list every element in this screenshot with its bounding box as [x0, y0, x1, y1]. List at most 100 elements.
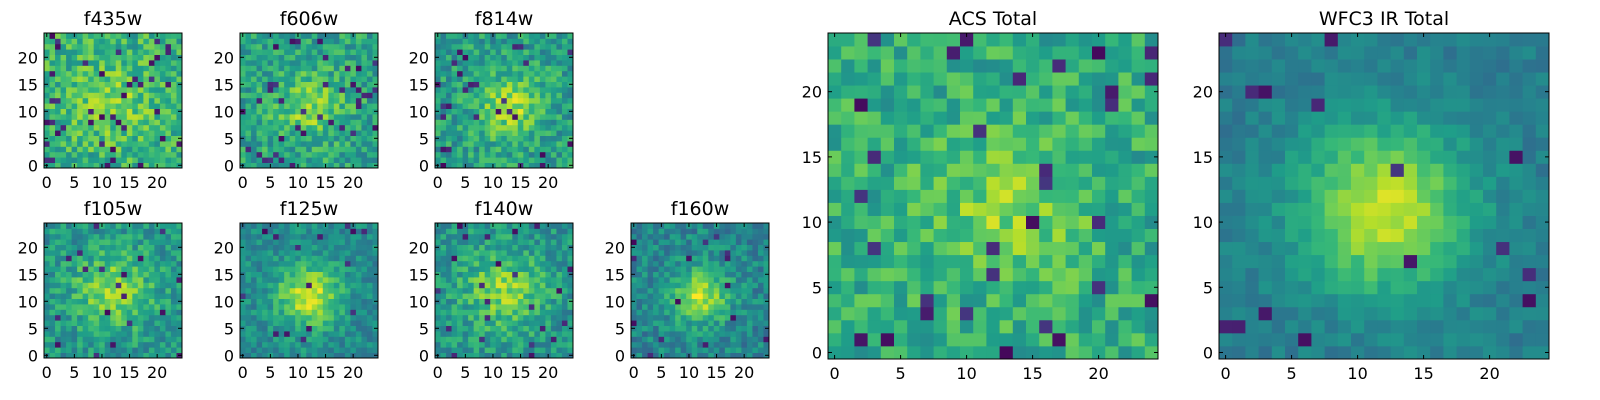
heatmap-cell	[828, 163, 842, 177]
heatmap-cell	[561, 141, 568, 147]
heatmap-cell	[702, 260, 709, 267]
heatmap-cell	[473, 119, 480, 126]
heatmap-cell	[561, 250, 568, 256]
heatmap-cell	[457, 124, 463, 131]
heatmap-cell	[344, 304, 351, 310]
heatmap-cell	[104, 260, 111, 267]
heatmap-cell	[719, 325, 726, 332]
heatmap-cell	[143, 92, 150, 99]
heatmap-cell	[920, 306, 934, 321]
heatmap-cell	[245, 65, 252, 72]
heatmap-cell	[746, 298, 753, 305]
heatmap-cell	[165, 141, 172, 147]
heatmap-cell	[295, 141, 302, 147]
heatmap-cell	[49, 282, 56, 289]
heatmap-cell	[143, 43, 150, 50]
heatmap-cell	[267, 244, 274, 251]
heatmap-cell	[55, 347, 61, 353]
heatmap-cell	[49, 228, 56, 235]
heatmap-cell	[55, 287, 61, 294]
heatmap-cell	[328, 347, 335, 353]
heatmap-cell	[88, 287, 95, 294]
heatmap-cell	[344, 331, 351, 337]
heatmap-cell	[1131, 254, 1146, 269]
heatmap-cell	[262, 146, 268, 153]
heatmap-cell	[675, 266, 682, 272]
heatmap-cell	[854, 228, 868, 243]
heatmap-cell	[1026, 241, 1040, 256]
heatmap-cell	[506, 347, 513, 353]
heatmap-cell	[680, 244, 687, 251]
heatmap-cell	[278, 239, 285, 245]
heatmap-cell	[708, 298, 715, 305]
heatmap-cell	[462, 228, 469, 235]
heatmap-cell	[550, 233, 557, 240]
heatmap-cell	[267, 135, 274, 142]
heatmap-cell	[77, 325, 84, 332]
heatmap-cell	[451, 157, 458, 163]
heatmap-cell	[933, 215, 948, 229]
heatmap-cell	[1065, 241, 1080, 256]
heatmap-cell	[311, 271, 318, 278]
heatmap-cell	[110, 228, 117, 235]
heatmap-cell	[741, 293, 748, 299]
heatmap-cell	[675, 282, 682, 289]
heatmap-cell	[245, 70, 252, 77]
heatmap-cell	[708, 304, 715, 310]
heatmap-cell	[545, 65, 552, 72]
heatmap-cell	[473, 151, 480, 158]
heatmap-cell	[284, 331, 291, 337]
heatmap-cell	[523, 141, 530, 147]
heatmap-cell	[479, 124, 486, 131]
heatmap-cell	[735, 331, 742, 337]
heatmap-cell	[517, 38, 524, 45]
heatmap-cell	[691, 320, 698, 326]
heatmap-cell	[567, 266, 574, 272]
heatmap-cell	[322, 97, 329, 104]
heatmap-cell	[1026, 176, 1040, 190]
heatmap-cell	[528, 60, 535, 66]
heatmap-cell	[550, 239, 557, 245]
heatmap-cell	[251, 282, 257, 289]
heatmap-cell	[669, 304, 676, 310]
heatmap-cell	[328, 325, 335, 332]
heatmap-cell	[907, 150, 921, 164]
heatmap-cell	[159, 271, 166, 278]
heatmap-cell	[344, 33, 351, 39]
heatmap-cell	[317, 341, 324, 348]
heatmap-cell	[366, 114, 373, 120]
heatmap-cell	[495, 320, 502, 326]
heatmap-cell	[82, 309, 89, 316]
heatmap-cell	[154, 141, 161, 147]
heatmap-cell	[322, 341, 329, 348]
heatmap-cell	[311, 260, 318, 267]
heatmap-cell	[724, 271, 731, 278]
heatmap-cell	[159, 141, 166, 147]
heatmap-cell	[361, 255, 368, 262]
heatmap-cell	[512, 250, 519, 256]
heatmap-cell	[300, 87, 307, 93]
heatmap-cell	[550, 304, 557, 310]
heatmap-cell	[170, 314, 177, 321]
heatmap-cell	[664, 293, 671, 299]
heatmap-cell	[501, 304, 508, 310]
heatmap-cell	[561, 293, 568, 299]
heatmap-cell	[462, 108, 469, 115]
heatmap-cell	[350, 293, 357, 299]
heatmap-cell	[512, 277, 519, 283]
heatmap-cell	[446, 336, 452, 343]
heatmap-cell	[366, 146, 373, 153]
heatmap-cell	[1039, 254, 1053, 269]
heatmap-cell	[71, 135, 78, 142]
heatmap-cell	[88, 309, 95, 316]
heatmap-cell	[366, 135, 373, 142]
heatmap-cell	[60, 239, 67, 245]
heatmap-cell	[104, 54, 111, 61]
heatmap-cell	[479, 325, 486, 332]
heatmap-cell	[854, 345, 868, 360]
heatmap-cell	[686, 255, 693, 262]
heatmap-cell	[828, 319, 842, 334]
heatmap-cell	[300, 331, 307, 337]
heatmap-cell	[545, 271, 552, 278]
heatmap-cell	[907, 241, 921, 256]
